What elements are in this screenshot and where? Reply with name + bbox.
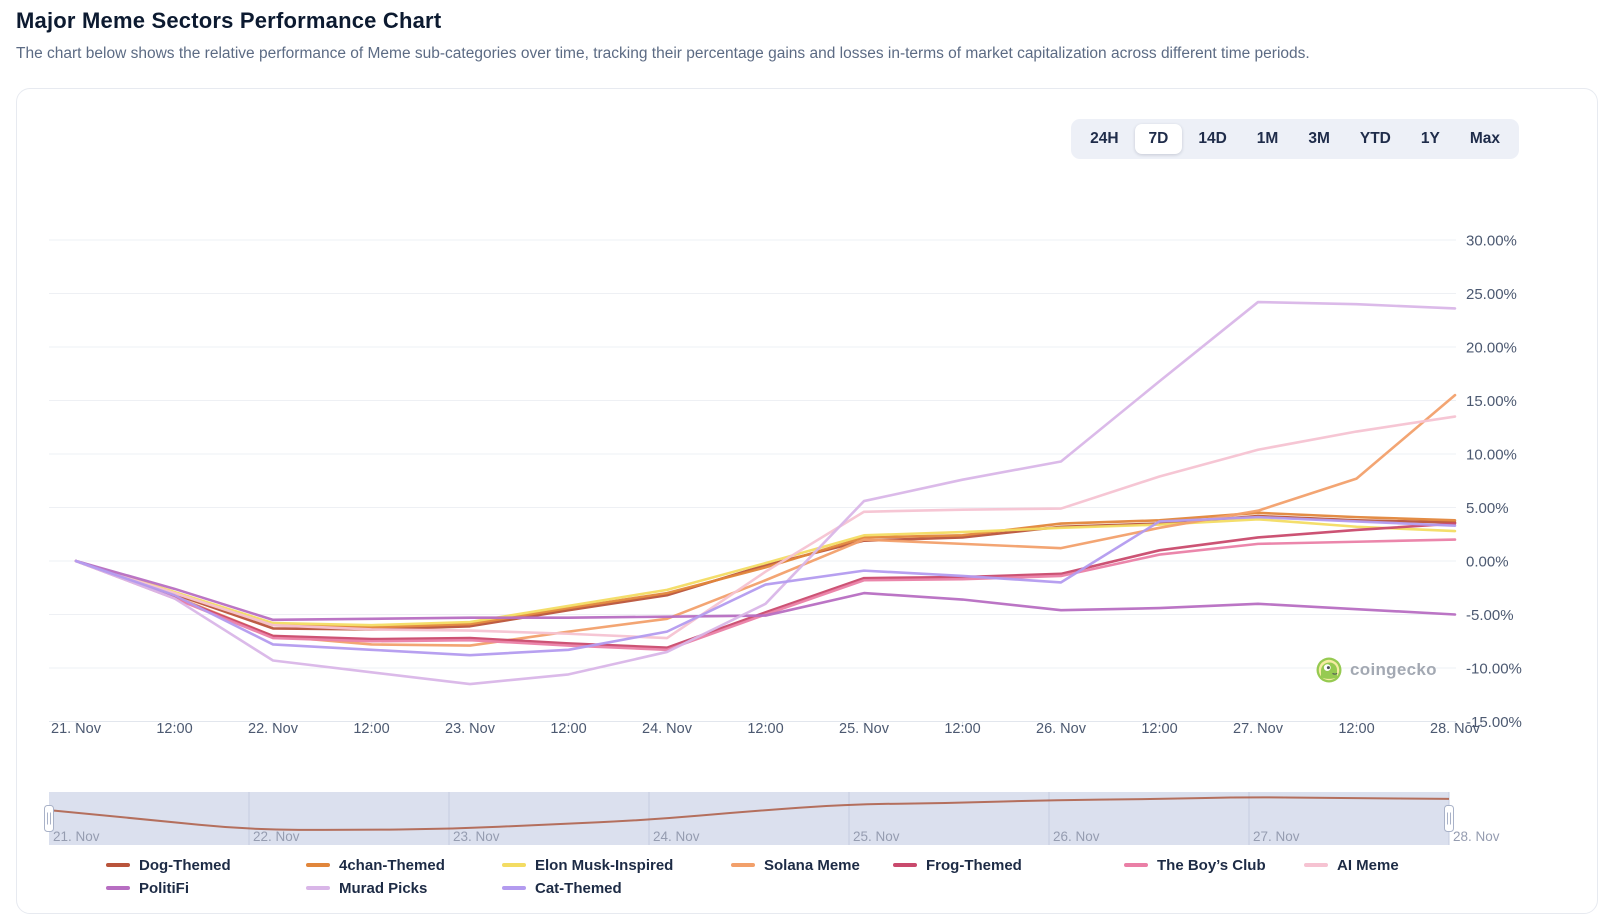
- legend-label: Solana Meme: [764, 856, 860, 874]
- navigator-handle-left[interactable]: [44, 805, 54, 832]
- x-tick-label: 12:00: [747, 721, 783, 737]
- y-tick-label: -15.00%: [1466, 714, 1522, 731]
- navigator-selected-range[interactable]: [49, 792, 1449, 845]
- series-line-frog-themed: [74, 522, 1457, 649]
- navigator: 21. Nov 22. Nov 23. Nov 24. Nov 25. Nov 26. N…: [44, 792, 1500, 845]
- y-tick-label: 15.00%: [1466, 393, 1517, 410]
- legend-swatch: [106, 886, 130, 890]
- legend-label: The Boy’s Club: [1157, 856, 1266, 874]
- series-line-ai-meme: [74, 415, 1457, 640]
- y-tick-label: 10.00%: [1466, 447, 1517, 464]
- y-tick-label: 30.00%: [1466, 233, 1517, 250]
- range-button-3m[interactable]: 3M: [1294, 124, 1344, 154]
- x-axis-labels: 21. Nov 12:00 22. Nov 12:00 23. Nov 12:00 24. …: [51, 721, 1481, 737]
- navigator-date-label: 26. Nov: [1053, 829, 1100, 844]
- legend-swatch: [1304, 863, 1328, 867]
- coingecko-watermark: coingecko: [1316, 657, 1437, 683]
- range-button-7d[interactable]: 7D: [1134, 124, 1183, 154]
- legend-label: Frog-Themed: [926, 856, 1022, 874]
- y-axis-labels: 30.00% 25.00% 20.00% 15.00% 10.00% 5.00% 0.00%…: [1466, 233, 1522, 732]
- range-button-ytd[interactable]: YTD: [1346, 124, 1405, 154]
- series-line-elon-musk-inspired: [74, 517, 1457, 627]
- legend-swatch: [306, 886, 330, 890]
- range-button-1y[interactable]: 1Y: [1407, 124, 1454, 154]
- legend-swatch: [502, 863, 526, 867]
- legend-swatch: [731, 863, 755, 867]
- x-tick-label: 12:00: [1141, 721, 1177, 737]
- series-lines: [74, 300, 1457, 686]
- page-subtitle: The chart below shows the relative perfo…: [16, 45, 1310, 62]
- navigator-date-label: 21. Nov: [53, 829, 100, 844]
- x-tick-label: 27. Nov: [1233, 721, 1284, 737]
- series-line-4chan-themed: [74, 511, 1457, 629]
- legend-label: Dog-Themed: [139, 856, 231, 874]
- legend-label: 4chan-Themed: [339, 856, 445, 874]
- legend-label: Cat-Themed: [535, 879, 622, 897]
- time-range-selector: 24H 7D 14D 1M 3M YTD 1Y Max: [1071, 119, 1519, 159]
- legend-item-dog-themed[interactable]: Dog-Themed: [106, 855, 306, 875]
- y-tick-label: 20.00%: [1466, 340, 1517, 357]
- legend-swatch: [502, 886, 526, 890]
- legend-label: Elon Musk-Inspired: [535, 856, 674, 874]
- chart-card: 30.00% 25.00% 20.00% 15.00% 10.00% 5.00% 0.00%…: [16, 88, 1598, 914]
- navigator-date-label: 22. Nov: [253, 829, 300, 844]
- x-tick-label: 21. Nov: [51, 721, 102, 737]
- legend-label: AI Meme: [1337, 856, 1399, 874]
- navigator-date-label: 23. Nov: [453, 829, 500, 844]
- x-tick-label: 12:00: [944, 721, 980, 737]
- legend-label: PolitiFi: [139, 879, 189, 897]
- x-axis-ticks: [75, 721, 1456, 727]
- series-line-murad-picks: [74, 300, 1457, 686]
- chart-legend: Dog-Themed 4chan-Themed Elon Musk-Inspired…: [17, 855, 1599, 898]
- x-tick-label: 22. Nov: [248, 721, 299, 737]
- x-tick-label: 24. Nov: [642, 721, 693, 737]
- x-tick-label: 25. Nov: [839, 721, 890, 737]
- legend-swatch: [893, 863, 917, 867]
- legend-item-solana-meme[interactable]: Solana Meme: [731, 855, 893, 875]
- navigator-date-label: 25. Nov: [853, 829, 900, 844]
- y-tick-label: 5.00%: [1466, 500, 1509, 517]
- range-button-max[interactable]: Max: [1456, 124, 1514, 154]
- series-line-the-boy-s-club: [74, 538, 1457, 652]
- y-tick-label: -5.00%: [1466, 607, 1514, 624]
- coingecko-gecko-icon: [1316, 657, 1342, 683]
- x-tick-label: 26. Nov: [1036, 721, 1087, 737]
- coingecko-watermark-label: coingecko: [1350, 660, 1437, 679]
- navigator-labels: 21. Nov 22. Nov 23. Nov 24. Nov 25. Nov 26. N…: [53, 829, 1500, 844]
- x-tick-label: 23. Nov: [445, 721, 496, 737]
- range-button-1m[interactable]: 1M: [1243, 124, 1293, 154]
- y-tick-label: 25.00%: [1466, 286, 1517, 303]
- legend-swatch: [106, 863, 130, 867]
- page-title: Major Meme Sectors Performance Chart: [16, 8, 442, 33]
- legend-item-the-boy-s-club[interactable]: The Boy’s Club: [1124, 855, 1304, 875]
- series-line-politifi: [74, 559, 1457, 622]
- legend-swatch: [1124, 863, 1148, 867]
- navigator-date-label: 27. Nov: [1253, 829, 1300, 844]
- legend-item-politifi[interactable]: PolitiFi: [106, 878, 306, 898]
- x-tick-label: 12:00: [156, 721, 192, 737]
- navigator-handle-right[interactable]: [1444, 805, 1454, 832]
- range-button-14d[interactable]: 14D: [1184, 124, 1240, 154]
- navigator-date-label: 28. Nov: [1453, 829, 1500, 844]
- navigator-series-line: [48, 796, 1450, 831]
- range-button-24h[interactable]: 24H: [1076, 124, 1132, 154]
- x-tick-label: 12:00: [353, 721, 389, 737]
- series-line-cat-themed: [74, 515, 1457, 657]
- legend-item-murad-picks[interactable]: Murad Picks: [306, 878, 502, 898]
- navigator-date-label: 24. Nov: [653, 829, 700, 844]
- legend-item-elon-musk-inspired[interactable]: Elon Musk-Inspired: [502, 855, 731, 875]
- legend-label: Murad Picks: [339, 879, 428, 897]
- legend-item-4chan-themed[interactable]: 4chan-Themed: [306, 855, 502, 875]
- legend-item-ai-meme[interactable]: AI Meme: [1304, 855, 1599, 875]
- legend-item-cat-themed[interactable]: Cat-Themed: [502, 878, 731, 898]
- legend-item-frog-themed[interactable]: Frog-Themed: [893, 855, 1124, 875]
- y-tick-label: 0.00%: [1466, 554, 1509, 571]
- x-tick-label: 12:00: [550, 721, 586, 737]
- performance-chart: 30.00% 25.00% 20.00% 15.00% 10.00% 5.00% 0.00%…: [44, 233, 1522, 845]
- legend-swatch: [306, 863, 330, 867]
- x-tick-label: 12:00: [1338, 721, 1374, 737]
- y-tick-label: -10.00%: [1466, 661, 1522, 678]
- x-tick-label: 28. Nov: [1430, 721, 1481, 737]
